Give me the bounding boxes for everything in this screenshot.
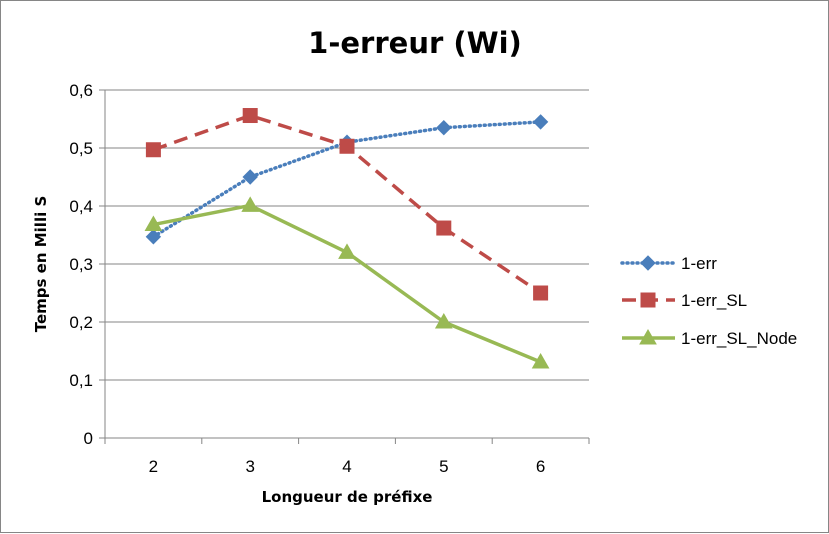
data-point-diamond xyxy=(436,119,452,136)
data-point-triangle xyxy=(241,196,260,212)
series-group xyxy=(144,108,550,369)
data-point-triangle xyxy=(144,215,163,232)
chart-title: 1-erreur (Wi) xyxy=(308,26,522,60)
x-tick-label: 5 xyxy=(439,457,448,476)
data-point-triangle xyxy=(531,353,550,369)
y-tick-label: 0,1 xyxy=(69,371,93,390)
y-tick-label: 0,5 xyxy=(69,139,93,158)
data-point-triangle xyxy=(434,312,453,329)
legend-item: 1-err_SL_Node xyxy=(622,328,797,348)
y-tick-label: 0 xyxy=(84,429,93,448)
y-tick-label: 0,3 xyxy=(69,255,93,274)
x-tick-label: 6 xyxy=(536,457,545,476)
data-point-triangle xyxy=(338,243,356,259)
gridlines xyxy=(99,89,589,439)
data-point-diamond xyxy=(145,229,162,245)
y-tick-label: 0,2 xyxy=(69,313,93,332)
y-tick-label: 0,4 xyxy=(69,197,93,216)
y-tick-labels: 0 0,1 0,2 0,3 0,4 0,5 0,6 xyxy=(69,81,93,448)
series-line xyxy=(153,203,542,364)
axes xyxy=(104,90,590,444)
x-axis-title: Longueur de préfixe xyxy=(262,488,433,506)
data-point-square xyxy=(145,142,161,158)
series-1-err_SL_Node xyxy=(144,196,550,369)
x-tick-labels: 2 3 4 5 6 xyxy=(149,457,546,476)
legend-item: 1-err xyxy=(620,254,717,273)
data-point-diamond xyxy=(640,255,656,271)
x-tick-label: 4 xyxy=(342,457,351,476)
data-point-square xyxy=(436,220,452,236)
data-point-triangle xyxy=(639,328,657,345)
x-tick-label: 2 xyxy=(149,457,158,476)
series-1-err xyxy=(145,114,549,245)
legend-label: 1-err xyxy=(681,254,717,273)
series-1-err_SL xyxy=(145,108,549,301)
data-point-square xyxy=(640,292,656,308)
legend-item: 1-err_SL xyxy=(622,291,747,310)
data-point-square xyxy=(533,285,549,301)
legend-label: 1-err_SL_Node xyxy=(681,329,797,348)
legend-label: 1-err_SL xyxy=(681,291,747,310)
data-point-diamond xyxy=(532,114,549,130)
x-tick-label: 3 xyxy=(245,457,254,476)
data-point-square xyxy=(242,108,258,124)
y-tick-label: 0,6 xyxy=(69,81,93,100)
y-axis-title: Temps en Milli S xyxy=(32,196,50,333)
legend: 1-err 1-err_SL 1-err_SL_Node xyxy=(620,254,797,348)
data-point-diamond xyxy=(242,169,258,185)
data-point-square xyxy=(339,138,355,154)
